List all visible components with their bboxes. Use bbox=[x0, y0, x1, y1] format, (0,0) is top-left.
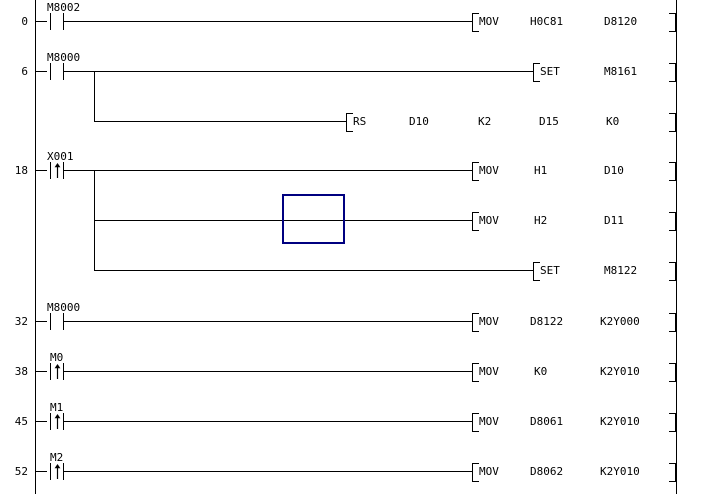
step-number: 38 bbox=[14, 365, 28, 378]
instruction-operand[interactable]: K2Y010 bbox=[600, 465, 640, 478]
rung-wire bbox=[35, 170, 47, 171]
instruction-open-bracket bbox=[533, 63, 540, 82]
instruction-open-bracket bbox=[472, 212, 479, 231]
instruction-open-bracket bbox=[533, 262, 540, 281]
contact-label: M1 bbox=[50, 401, 64, 414]
rung-wire bbox=[35, 371, 47, 372]
step-number: 18 bbox=[14, 164, 28, 177]
rung-wire bbox=[35, 321, 47, 322]
instruction-operand[interactable]: D8061 bbox=[530, 415, 564, 428]
rising-edge-arrow-icon bbox=[54, 364, 61, 379]
instruction-close-bracket bbox=[669, 313, 676, 332]
instruction-close-bracket bbox=[669, 63, 676, 82]
instruction-name[interactable]: MOV bbox=[479, 15, 499, 28]
rung-wire bbox=[35, 71, 47, 72]
instruction-operand[interactable]: M8122 bbox=[604, 264, 638, 277]
instruction-operand[interactable]: D15 bbox=[539, 115, 559, 128]
instruction-name[interactable]: MOV bbox=[479, 465, 499, 478]
rung-wire bbox=[35, 21, 47, 22]
rung-wire bbox=[94, 121, 346, 122]
instruction-operand[interactable]: K2Y000 bbox=[600, 315, 640, 328]
contact-label: M2 bbox=[50, 451, 64, 464]
branch-connector bbox=[94, 71, 95, 122]
rung-wire bbox=[63, 21, 473, 22]
instruction-operand[interactable]: K0 bbox=[606, 115, 620, 128]
rung-wire bbox=[63, 170, 473, 171]
instruction-open-bracket bbox=[346, 113, 353, 132]
rung-wire bbox=[63, 421, 473, 422]
right-power-rail bbox=[676, 0, 677, 494]
instruction-close-bracket bbox=[669, 13, 676, 32]
instruction-open-bracket bbox=[472, 413, 479, 432]
instruction-close-bracket bbox=[669, 363, 676, 382]
instruction-close-bracket bbox=[669, 113, 676, 132]
instruction-name[interactable]: MOV bbox=[479, 365, 499, 378]
instruction-name[interactable]: SET bbox=[540, 65, 560, 78]
instruction-open-bracket bbox=[472, 13, 479, 32]
rung-wire bbox=[63, 71, 534, 72]
instruction-operand[interactable]: D11 bbox=[604, 214, 624, 227]
contact-label: M8000 bbox=[47, 51, 81, 64]
instruction-name[interactable]: MOV bbox=[479, 415, 499, 428]
step-number: 52 bbox=[14, 465, 28, 478]
rising-edge-arrow-icon bbox=[54, 464, 61, 479]
rung-wire bbox=[63, 471, 473, 472]
step-number: 0 bbox=[21, 15, 28, 28]
selection-cursor[interactable] bbox=[282, 194, 345, 244]
instruction-operand[interactable]: D8122 bbox=[530, 315, 564, 328]
instruction-close-bracket bbox=[669, 162, 676, 181]
left-power-rail bbox=[35, 0, 36, 494]
contact-label: M8002 bbox=[47, 1, 81, 14]
step-number: 45 bbox=[14, 415, 28, 428]
rising-edge-arrow-icon bbox=[54, 414, 61, 429]
instruction-open-bracket bbox=[472, 313, 479, 332]
rung-wire bbox=[63, 371, 473, 372]
instruction-operand[interactable]: D8062 bbox=[530, 465, 564, 478]
contact-label: X001 bbox=[47, 150, 74, 163]
instruction-name[interactable]: RS bbox=[353, 115, 367, 128]
rung-wire bbox=[63, 321, 473, 322]
contact-label: M8000 bbox=[47, 301, 81, 314]
instruction-operand[interactable]: H2 bbox=[534, 214, 548, 227]
instruction-operand[interactable]: K0 bbox=[534, 365, 548, 378]
instruction-open-bracket bbox=[472, 162, 479, 181]
instruction-operand[interactable]: K2Y010 bbox=[600, 415, 640, 428]
instruction-operand[interactable]: H0C81 bbox=[530, 15, 564, 28]
instruction-operand[interactable]: D10 bbox=[604, 164, 624, 177]
instruction-name[interactable]: MOV bbox=[479, 214, 499, 227]
step-number: 32 bbox=[14, 315, 28, 328]
instruction-open-bracket bbox=[472, 463, 479, 482]
instruction-operand[interactable]: D8120 bbox=[604, 15, 638, 28]
instruction-close-bracket bbox=[669, 212, 676, 231]
instruction-operand[interactable]: K2Y010 bbox=[600, 365, 640, 378]
rung-wire bbox=[35, 471, 47, 472]
rung-wire bbox=[35, 421, 47, 422]
instruction-open-bracket bbox=[472, 363, 479, 382]
instruction-operand[interactable]: K2 bbox=[478, 115, 492, 128]
step-number: 6 bbox=[21, 65, 28, 78]
instruction-name[interactable]: MOV bbox=[479, 164, 499, 177]
instruction-name[interactable]: MOV bbox=[479, 315, 499, 328]
rising-edge-arrow-icon bbox=[54, 163, 61, 178]
instruction-close-bracket bbox=[669, 463, 676, 482]
instruction-close-bracket bbox=[669, 413, 676, 432]
instruction-operand[interactable]: D10 bbox=[409, 115, 429, 128]
instruction-close-bracket bbox=[669, 262, 676, 281]
rung-wire bbox=[94, 270, 534, 271]
instruction-operand[interactable]: M8161 bbox=[604, 65, 638, 78]
contact-label: M0 bbox=[50, 351, 64, 364]
instruction-operand[interactable]: H1 bbox=[534, 164, 548, 177]
instruction-name[interactable]: SET bbox=[540, 264, 560, 277]
